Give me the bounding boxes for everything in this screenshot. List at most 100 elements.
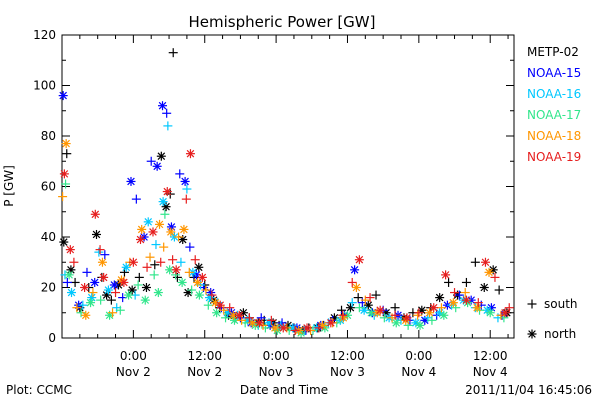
data-point [182, 184, 192, 194]
data-point [158, 101, 168, 111]
data-point [435, 293, 445, 303]
y-tick-label: 20 [41, 281, 56, 295]
data-point [439, 310, 449, 320]
x-tick-label-time: 12:00 [330, 349, 365, 363]
data-point [106, 295, 116, 305]
data-point [137, 224, 147, 234]
marker-legend-label: south [544, 297, 578, 311]
data-point [221, 313, 231, 323]
data-point [65, 245, 75, 255]
data-point [143, 217, 153, 227]
y-tick-label: 0 [48, 331, 56, 345]
data-point [152, 161, 162, 171]
y-tick-label: 80 [41, 129, 56, 143]
data-point [337, 305, 347, 315]
data-point [82, 267, 92, 277]
data-point [461, 295, 471, 305]
data-point [67, 288, 77, 298]
data-point [187, 285, 197, 295]
data-point [244, 313, 254, 323]
data-point [145, 252, 155, 262]
data-point [90, 277, 100, 287]
data-point [119, 277, 129, 287]
data-point [219, 305, 229, 315]
data-point [111, 288, 121, 298]
data-point [436, 303, 446, 313]
data-point [181, 194, 191, 204]
data-point [371, 290, 381, 300]
data-point [168, 48, 178, 58]
data-point [347, 298, 357, 308]
data-point [174, 232, 184, 242]
data-point [454, 290, 464, 300]
data-point [414, 308, 424, 318]
data-point [149, 270, 159, 280]
data-point [59, 169, 69, 179]
legend-entry: NOAA-16 [527, 87, 581, 101]
marker-legend: south north [527, 297, 578, 341]
marker-legend-label: north [544, 327, 576, 341]
data-point [115, 305, 125, 315]
data-point [134, 272, 144, 282]
data-point [444, 277, 454, 287]
data-point [326, 318, 336, 328]
data-point [351, 283, 361, 292]
data-point [150, 260, 160, 270]
data-point [158, 197, 168, 207]
data-point [194, 290, 204, 300]
data-point [70, 277, 80, 287]
data-point [62, 277, 72, 287]
x-tick-label-time: 0:00 [120, 349, 147, 363]
data-point [96, 295, 106, 305]
data-point [490, 272, 500, 282]
data-point [64, 270, 74, 280]
data-point [354, 255, 364, 265]
data-point [142, 262, 152, 272]
data-point [402, 313, 412, 323]
data-point [156, 257, 166, 267]
data-point [448, 298, 458, 308]
data-point [350, 265, 360, 275]
data-point [175, 169, 185, 179]
data-point [99, 272, 109, 282]
data-point [178, 235, 188, 245]
data-point [461, 277, 471, 287]
legend-entry: NOAA-19 [527, 150, 581, 164]
y-tick-label: 40 [41, 230, 56, 244]
data-point [95, 245, 105, 255]
data-point [69, 257, 79, 267]
data-point [290, 325, 300, 335]
data-point [94, 247, 104, 257]
data-point [159, 242, 169, 252]
legend: METP-02 NOAA-15 NOAA-16 NOAA-17 NOAA-18 NOAA-… [527, 45, 581, 164]
data-point [375, 305, 385, 315]
data-point [415, 320, 425, 330]
data-point [203, 300, 213, 310]
data-point [161, 202, 171, 212]
data-point [59, 237, 69, 247]
data-point [80, 283, 90, 292]
data-point [197, 272, 207, 282]
data-point [176, 257, 186, 267]
data-point [212, 308, 222, 318]
x-tick-label-date: Nov 2 [116, 365, 151, 379]
data-point [162, 187, 172, 197]
data-point [88, 288, 98, 298]
data-point [179, 224, 189, 234]
x-tick-label-date: Nov 4 [473, 365, 508, 379]
y-tick-label: 100 [33, 79, 56, 93]
data-point [97, 257, 107, 267]
data-point [353, 293, 363, 303]
data-point [146, 156, 156, 166]
data-point [177, 277, 187, 287]
data-point [180, 176, 190, 186]
data-point [171, 265, 181, 275]
data-point [494, 285, 504, 295]
data-point [151, 240, 161, 250]
data-point [91, 229, 101, 239]
data-point [58, 91, 68, 101]
data-point [429, 303, 439, 313]
data-point [162, 108, 172, 118]
data-point [441, 270, 451, 280]
